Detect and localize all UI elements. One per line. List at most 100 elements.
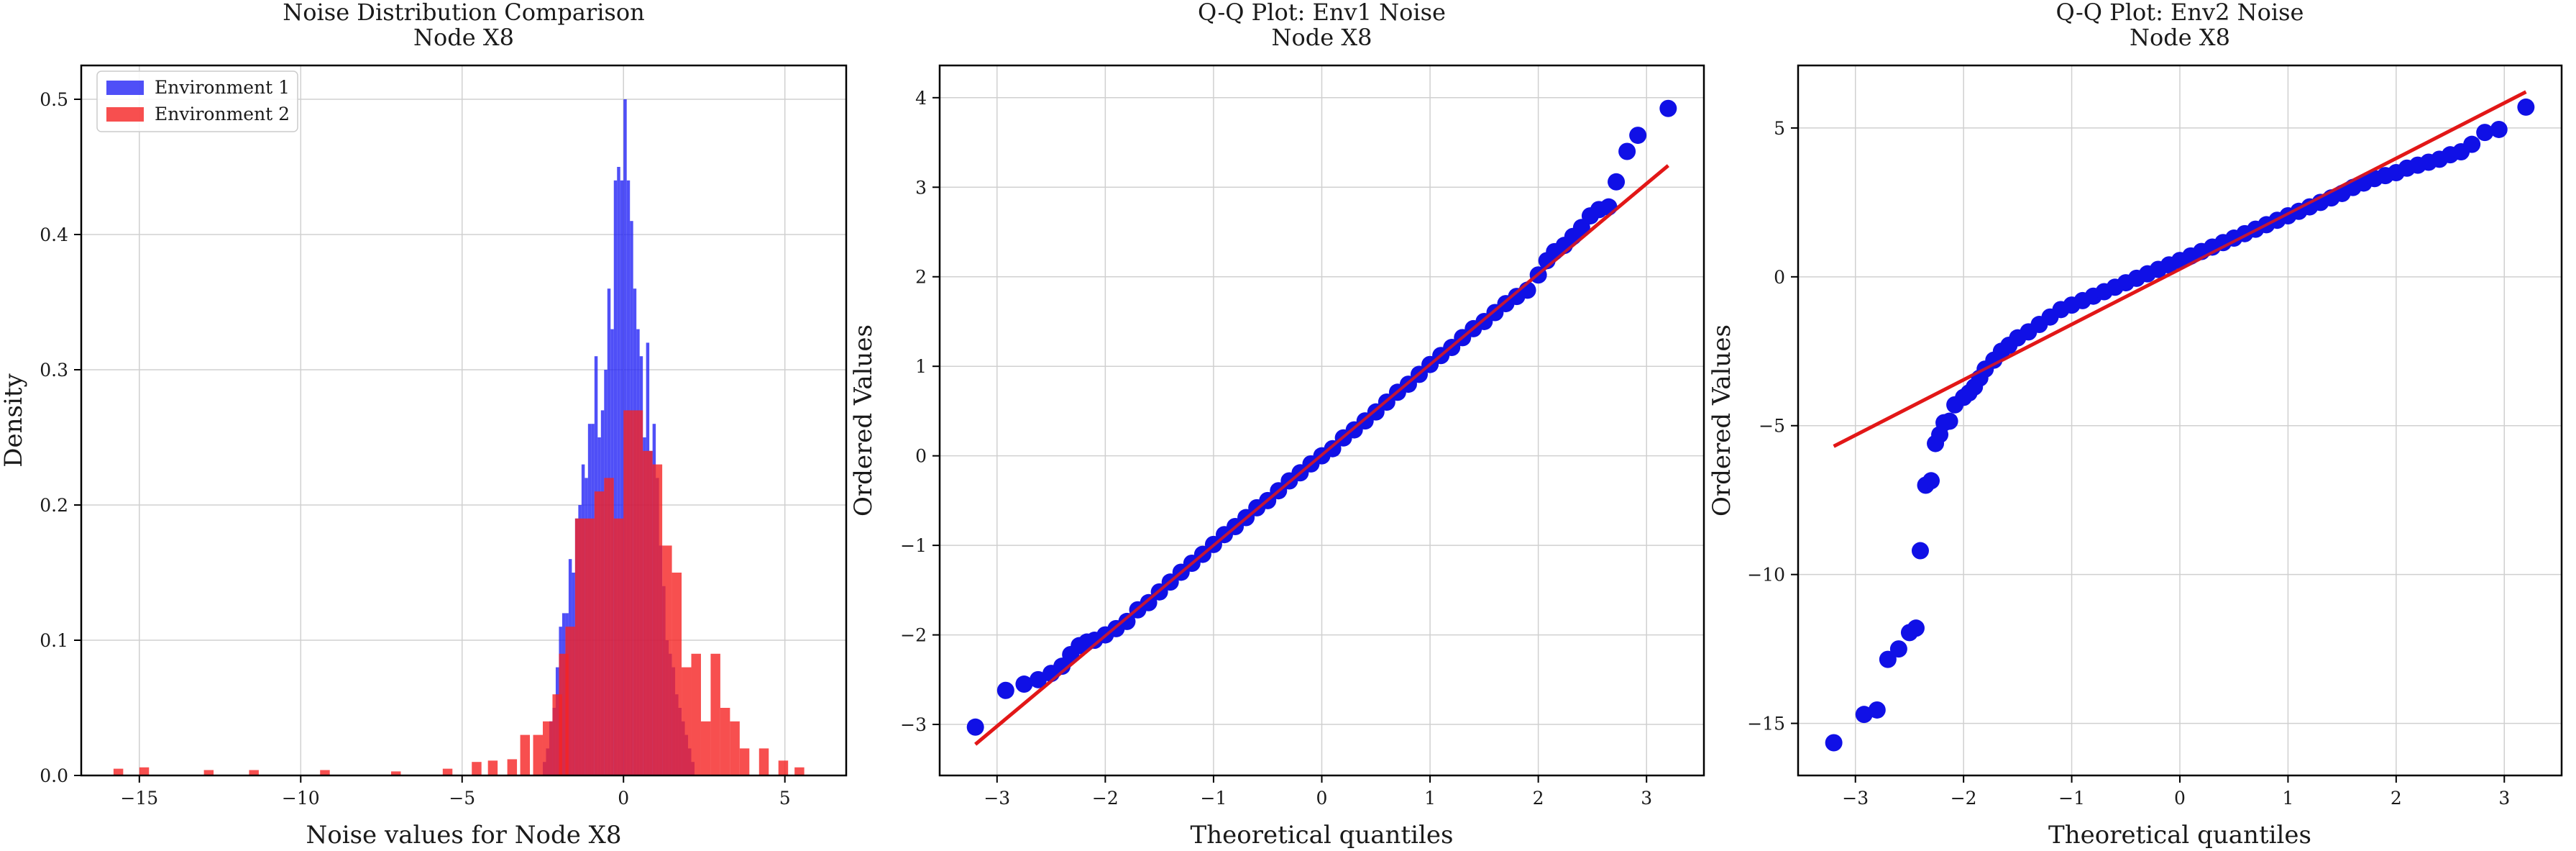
data-point	[1600, 198, 1618, 216]
histogram-bar	[139, 767, 150, 775]
x-tick-label: −3	[1842, 788, 1869, 809]
fit-line-overlay	[974, 164, 1669, 746]
histogram-bar	[203, 770, 214, 775]
histogram-bar	[778, 760, 789, 775]
x-tick-label: 3	[1641, 788, 1652, 809]
y-tick-label: −15	[1747, 714, 1785, 734]
x-tick-label: 1	[1424, 788, 1436, 809]
histogram-bar	[620, 180, 624, 776]
legend-label: Environment 2	[155, 104, 290, 124]
chart-title: Noise Distribution Comparison	[283, 0, 644, 26]
data-point	[1922, 472, 1940, 490]
y-tick-label: −5	[1759, 416, 1785, 437]
data-point	[1629, 127, 1647, 145]
histogram-bar	[623, 410, 633, 775]
y-tick-label: 1	[915, 356, 927, 377]
histogram-bar	[671, 573, 682, 775]
y-tick-label: 0.0	[40, 765, 68, 786]
y-tick-label: 4	[915, 88, 927, 109]
data-point	[1140, 593, 1158, 611]
histogram-bar	[691, 653, 701, 775]
y-tick-label: 3	[915, 177, 927, 198]
histogram-panel: −15 −10 −5 0 5 0.0 0.1 0.2 0.3 0.4 0.5 Noise Distri…	[0, 0, 848, 850]
fit-line-overlay	[1833, 90, 2527, 448]
y-tick-label: −3	[900, 714, 927, 735]
histogram-bar	[720, 708, 730, 775]
legend-box	[96, 70, 298, 132]
y-tick-label: 0	[1774, 267, 1785, 288]
data-point	[1015, 675, 1033, 693]
data-point	[1618, 142, 1636, 160]
chart-title: Q-Q Plot: Env1 Noise	[1198, 0, 1446, 26]
histogram-bar	[643, 450, 653, 775]
histogram-bar	[710, 653, 720, 775]
histogram-bar	[113, 768, 124, 775]
x-tick-label: −1	[1201, 788, 1227, 809]
histogram-bar	[249, 770, 259, 775]
histogram-bar	[487, 760, 498, 775]
data-point	[2517, 98, 2535, 116]
data-point	[1889, 640, 1907, 658]
y-tick-label: 0.3	[40, 360, 68, 381]
x-tick-label: −5	[449, 788, 475, 809]
data-point	[2463, 135, 2481, 153]
y-tick-label: −2	[900, 625, 927, 646]
histogram-bar	[613, 180, 618, 776]
x-tick-label: 3	[2498, 788, 2510, 809]
x-tick-label: −15	[120, 788, 158, 809]
y-tick-label: 0	[915, 446, 927, 467]
data-point	[1659, 99, 1677, 117]
data-point	[1879, 650, 1897, 668]
histogram-bar	[700, 721, 711, 775]
y-axis-label: Density	[0, 373, 28, 467]
legend-label: Environment 1	[155, 77, 290, 98]
chart-subtitle: Node X8	[2130, 24, 2230, 51]
data-point	[2476, 124, 2494, 142]
histogram-bar	[617, 167, 620, 775]
x-tick-label: −3	[984, 788, 1010, 809]
x-tick-label: 2	[1533, 788, 1544, 809]
histogram-bar	[794, 767, 805, 775]
legend-swatch	[106, 107, 144, 122]
histogram-bar	[662, 545, 672, 775]
histogram-bar	[320, 770, 330, 775]
data-point	[1868, 701, 1886, 719]
histogram-bar	[565, 627, 575, 775]
x-axis-label: Noise values for Node X8	[306, 821, 622, 850]
x-tick-label: −1	[2058, 788, 2085, 809]
y-tick-label: 0.5	[40, 89, 68, 110]
histogram-bar	[604, 478, 614, 775]
x-axis-label: Theoretical quantiles	[2048, 821, 2311, 850]
histogram-bar	[542, 721, 553, 775]
data-point	[1324, 440, 1342, 458]
data-point	[1030, 670, 1048, 688]
histogram-bar	[758, 748, 769, 775]
histogram-bar	[442, 768, 453, 775]
x-axis-label: Theoretical quantiles	[1191, 821, 1454, 850]
histogram-bar	[682, 667, 692, 775]
histogram-bar	[739, 748, 750, 775]
histogram-bar	[533, 734, 543, 775]
y-tick-label: 5	[1774, 118, 1785, 139]
data-point	[1911, 542, 1929, 560]
histogram-bar	[585, 518, 595, 775]
data-point	[1940, 412, 1958, 430]
histogram-bar	[472, 762, 482, 775]
data-point	[966, 718, 984, 736]
chart-subtitle: Node X8	[413, 24, 514, 51]
data-point	[1907, 619, 1925, 637]
histogram-bar	[574, 518, 585, 775]
histogram-bar	[633, 410, 643, 775]
x-tick-label: −2	[1951, 788, 1977, 809]
chart-title: Q-Q Plot: Env2 Noise	[2056, 0, 2304, 26]
legend-swatch	[106, 81, 144, 95]
histogram-bar	[507, 759, 518, 775]
axes-frame	[80, 64, 848, 777]
histogram-bar	[613, 518, 624, 775]
y-tick-label: 0.2	[40, 495, 68, 516]
histogram-bar	[730, 721, 740, 775]
y-axis-label: Ordered Values	[849, 324, 878, 516]
data-point	[1118, 612, 1136, 630]
